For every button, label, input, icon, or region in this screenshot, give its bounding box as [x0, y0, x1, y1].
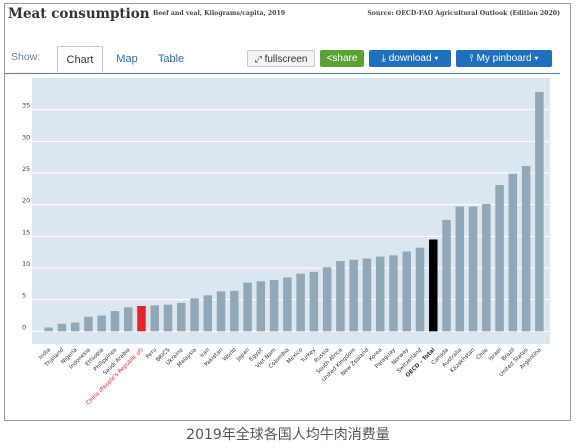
bar [521, 166, 531, 332]
bar [163, 304, 173, 332]
y-tick-label: 10 [22, 260, 30, 268]
bar [468, 206, 478, 332]
bar [309, 271, 319, 332]
bar [442, 219, 451, 332]
bar [322, 267, 332, 332]
share-label: share [332, 53, 358, 64]
y-tick-label: 35 [22, 102, 30, 110]
chart-source: Source: OECD-FAO Agricultural Outlook (E… [367, 10, 560, 17]
y-tick-label: 25 [22, 165, 30, 173]
bar [44, 327, 53, 332]
bar [535, 91, 544, 332]
bar [336, 261, 345, 332]
x-tick-label: Israel [488, 347, 503, 362]
tab-map[interactable]: Map [116, 53, 138, 65]
bar [177, 302, 186, 332]
bar [230, 290, 239, 332]
bar [389, 255, 398, 332]
chart-subtitle: Beef and veal, Kilograms/capita, 2019 [153, 10, 286, 17]
chart-header: Meat consumption Beef and veal, Kilogram… [5, 6, 560, 22]
bar [150, 305, 159, 332]
bar [243, 282, 252, 332]
fullscreen-label: fullscreen [264, 54, 308, 65]
pinboard-button[interactable]: ⫯ My pinboard ▾ [456, 50, 552, 67]
bar [402, 251, 411, 332]
bar [110, 311, 120, 332]
bar [283, 277, 292, 332]
chevron-down-icon: ▾ [434, 53, 439, 64]
share-button[interactable]: <share [320, 50, 364, 67]
share-icon: < [326, 53, 333, 64]
download-button[interactable]: ⤓ download ▾ [369, 50, 451, 67]
download-label: download [388, 53, 432, 64]
x-tick-label: World [222, 347, 238, 363]
image-caption: 2019年全球各国人均牛肉消费量 [186, 427, 390, 443]
bar [256, 281, 266, 332]
chevron-down-icon: ▾ [534, 53, 539, 64]
bar [415, 247, 425, 332]
fullscreen-button[interactable]: ⤢ fullscreen [247, 50, 315, 67]
bar [70, 322, 80, 332]
bar [57, 323, 67, 332]
bar [375, 256, 385, 332]
bar [508, 173, 518, 332]
y-tick-label: 5 [22, 292, 26, 300]
tab-chart[interactable]: Chart [57, 46, 103, 73]
chart-area: 0 5 10 15 20 25 30 35 India Thailand Nigeria Indone… [5, 74, 560, 420]
bar [97, 315, 106, 332]
y-tick-label: 15 [22, 228, 30, 236]
bar [482, 204, 491, 332]
expand-icon: ⤢ [254, 54, 262, 64]
pinboard-label: My pinboard [476, 53, 532, 64]
bar [362, 258, 372, 332]
bar [203, 295, 213, 332]
bar [455, 206, 465, 332]
download-icon: ⤓ [381, 53, 386, 64]
bar [137, 306, 146, 332]
bar [495, 185, 504, 332]
y-tick-label: 30 [22, 133, 30, 141]
bar [349, 259, 358, 332]
bar [190, 298, 199, 332]
bar [216, 291, 226, 332]
bar [269, 280, 279, 332]
chart-toolbar: Show: Chart Map Table ⤢ fullscreen <shar… [5, 40, 560, 74]
show-label: Show: [11, 51, 41, 63]
bar [123, 307, 133, 332]
bar [429, 239, 438, 332]
y-tick-label: 20 [22, 197, 30, 205]
chart-title: Meat consumption [8, 6, 150, 22]
bar-chart: 05101520253035IndiaThailandNigeriaIndone… [22, 78, 550, 407]
y-tick-label: 0 [22, 323, 26, 331]
x-tick-label: Japan [235, 347, 251, 363]
bar [84, 316, 93, 332]
bar [296, 273, 305, 332]
tab-table[interactable]: Table [157, 53, 185, 65]
pin-icon: ⫯ [469, 53, 474, 64]
